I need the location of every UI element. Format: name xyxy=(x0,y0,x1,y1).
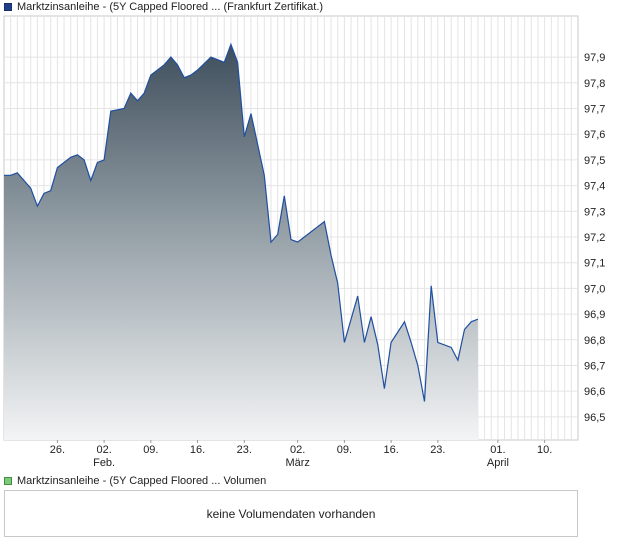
price-legend-label: Marktzinsanleihe - (5Y Capped Floored ..… xyxy=(17,1,324,13)
y-tick-label: 97,2 xyxy=(584,232,605,244)
x-tick-label: 23. xyxy=(430,444,445,456)
x-tick-month-label: April xyxy=(487,457,509,469)
volume-legend: Marktzinsanleihe - (5Y Capped Floored ..… xyxy=(4,474,266,488)
y-tick-label: 97,9 xyxy=(584,52,605,64)
no-volume-message: keine Volumendaten vorhanden xyxy=(206,506,376,521)
volume-panel: keine Volumendaten vorhanden xyxy=(4,490,578,537)
x-tick-label: 10. xyxy=(537,444,552,456)
x-tick-month-label: Feb. xyxy=(93,457,115,469)
x-tick-label: 09. xyxy=(143,444,158,456)
y-tick-label: 96,8 xyxy=(584,335,605,347)
y-tick-label: 97,3 xyxy=(584,206,605,218)
x-tick-label: 16. xyxy=(383,444,398,456)
y-tick-label: 97,8 xyxy=(584,78,605,90)
y-tick-label: 97,1 xyxy=(584,258,605,270)
x-tick-label: 01. xyxy=(490,444,505,456)
y-tick-label: 97,5 xyxy=(584,155,605,167)
price-line xyxy=(4,42,479,402)
x-tick-label: 02. xyxy=(96,444,111,456)
x-tick-label: 09. xyxy=(337,444,352,456)
x-tick-label: 02. xyxy=(290,444,305,456)
area-layer xyxy=(4,42,479,441)
y-tick-label: 97,0 xyxy=(584,283,605,295)
y-tick-label: 96,5 xyxy=(584,412,605,424)
x-tick-label: 26. xyxy=(50,444,65,456)
y-tick-label: 96,6 xyxy=(584,386,605,398)
x-tick-label: 23. xyxy=(237,444,252,456)
y-tick-label: 96,9 xyxy=(584,309,605,321)
y-tick-label: 97,6 xyxy=(584,129,605,141)
price-legend: Marktzinsanleihe - (5Y Capped Floored ..… xyxy=(4,0,323,14)
y-axis-ticks: 96,5 96,6 96,7 96,8 96,9 97,0 97,1 97,2 97,3 97,4… xyxy=(584,52,605,424)
x-tick-month-label: März xyxy=(285,457,309,469)
price-legend-swatch xyxy=(4,3,12,11)
x-tick-label: 16. xyxy=(190,444,205,456)
y-tick-label: 97,4 xyxy=(584,181,605,193)
volume-legend-label: Marktzinsanleihe - (5Y Capped Floored ..… xyxy=(17,475,267,487)
volume-legend-swatch xyxy=(4,477,12,485)
y-tick-label: 96,7 xyxy=(584,360,605,372)
y-tick-label: 97,7 xyxy=(584,104,605,116)
price-area xyxy=(4,44,478,441)
